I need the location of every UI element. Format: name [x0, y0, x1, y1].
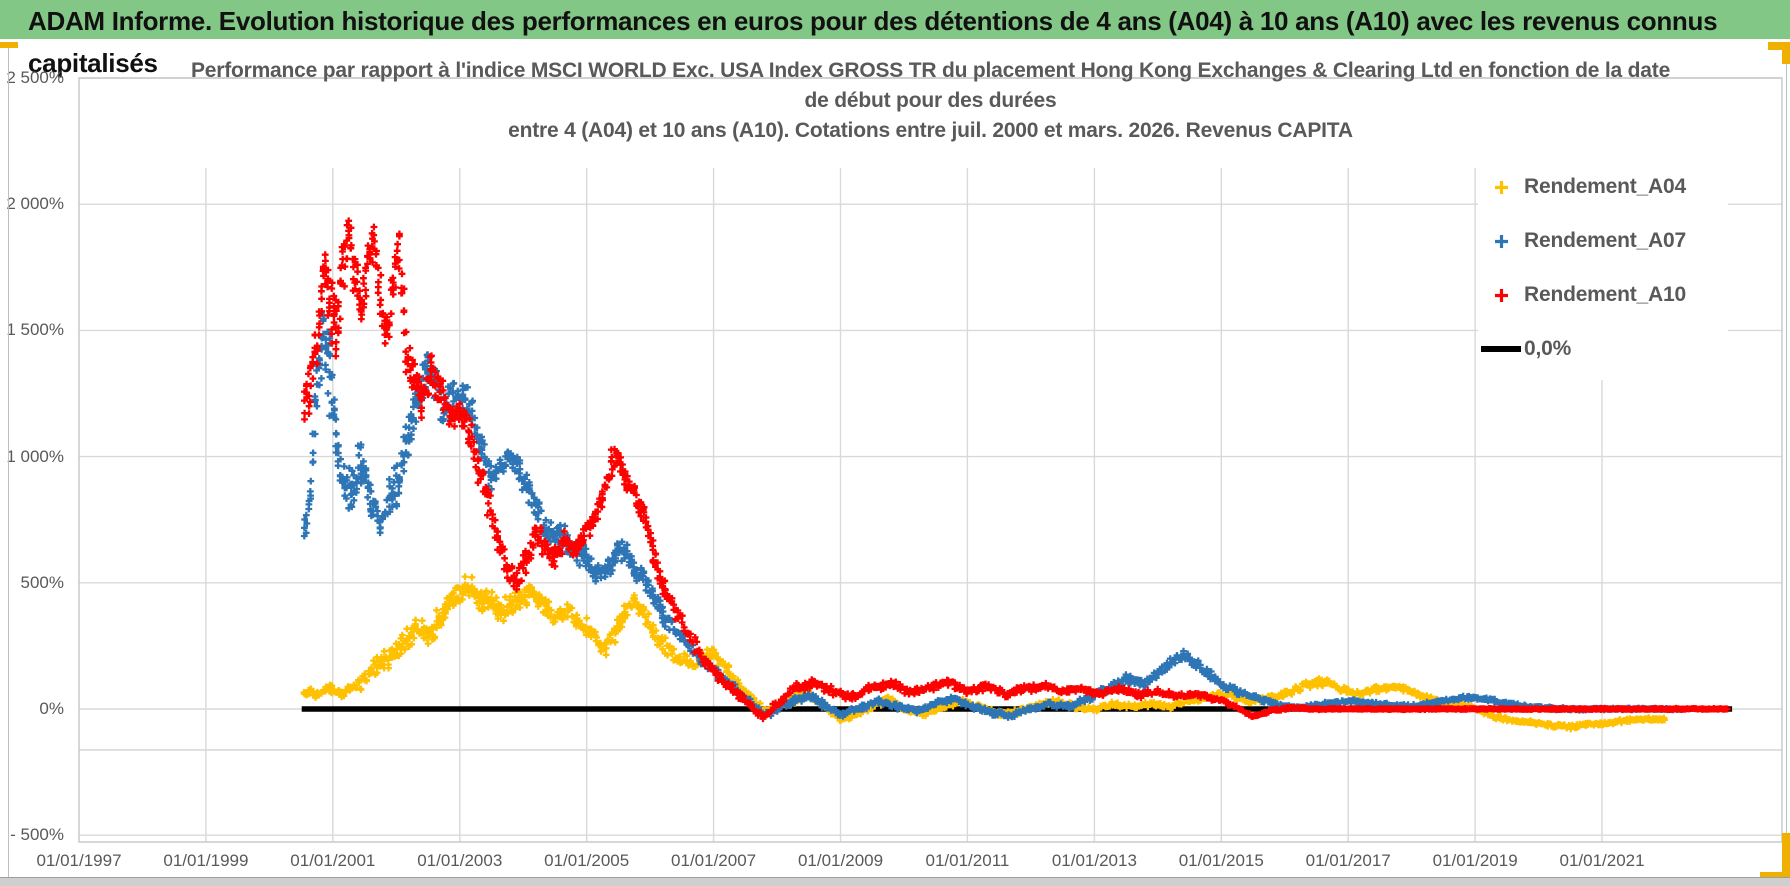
legend-item-zero-line: 0,0% [1478, 322, 1728, 376]
x-axis-tick-label: 01/01/1999 [163, 851, 249, 870]
x-axis-tick-label: 01/01/2003 [417, 851, 503, 870]
y-axis-tick-label: 1 500% [6, 320, 64, 340]
y-axis-tick-label: 0% [39, 699, 64, 718]
x-axis-tick-label: 01/01/2017 [1305, 851, 1391, 870]
x-axis-tick-label: 01/01/2011 [925, 851, 1010, 870]
x-axis-tick-label: 01/01/2007 [671, 851, 757, 870]
chart-title-line-1: Performance par rapport à l'indice MSCI … [190, 59, 1671, 82]
plus-marker-icon [1478, 179, 1524, 196]
legend-item-rendement-a04: Rendement_A04 [1478, 160, 1728, 214]
y-axis-tick-label: - 500% [10, 825, 64, 845]
y-axis-tick-label: 1 000% [6, 446, 64, 466]
sheet-left-border [8, 46, 9, 877]
selection-handle [1782, 42, 1790, 64]
x-axis-tick-label: 01/01/2009 [797, 851, 884, 870]
selection-handle [1768, 42, 1790, 50]
legend-label: Rendement_A10 [1524, 283, 1686, 306]
plus-marker-icon [1478, 233, 1524, 250]
selection-handle [1782, 833, 1790, 878]
chart-legend: Rendement_A04 Rendement_A07 Rendement_A1… [1478, 156, 1728, 380]
legend-label: Rendement_A07 [1524, 229, 1686, 252]
status-bar [0, 877, 1790, 886]
y-axis-tick-label: 500% [20, 572, 64, 592]
legend-label: 0,0% [1524, 337, 1572, 360]
chart-title-line-2: de début pour des durées [804, 89, 1057, 112]
selection-handle [0, 42, 18, 48]
x-axis-tick-label: 01/01/2015 [1178, 851, 1264, 870]
chart-title-line-3: entre 4 (A04) et 10 ans (A10). Cotations… [508, 119, 1353, 142]
x-axis-tick-label: 01/01/2019 [1432, 851, 1518, 870]
x-axis-tick-label: 01/01/2001 [290, 851, 376, 870]
legend-item-rendement-a07: Rendement_A07 [1478, 214, 1728, 268]
x-axis-tick-label: 01/01/1997 [36, 851, 122, 870]
chart-title: Performance par rapport à l'indice MSCI … [79, 56, 1782, 146]
x-axis-tick-label: 01/01/2013 [1051, 851, 1137, 870]
document-title-bar: ADAM Informe. Evolution historique des p… [0, 0, 1790, 78]
y-axis-tick-label: 2 500% [6, 68, 64, 87]
legend-item-rendement-a10: Rendement_A10 [1478, 268, 1728, 322]
selection-handle [1760, 872, 1790, 880]
x-axis-tick-label: 01/01/2021 [1559, 851, 1645, 870]
plus-marker-icon [1478, 287, 1524, 304]
sheet-right-border [1786, 46, 1787, 877]
x-axis-tick-label: 01/01/2005 [544, 851, 630, 870]
y-axis-tick-label: 2 000% [6, 194, 64, 214]
zero-line-icon [1478, 346, 1524, 352]
page-title: ADAM Informe. Evolution historique des p… [28, 6, 1718, 78]
legend-label: Rendement_A04 [1524, 175, 1686, 198]
